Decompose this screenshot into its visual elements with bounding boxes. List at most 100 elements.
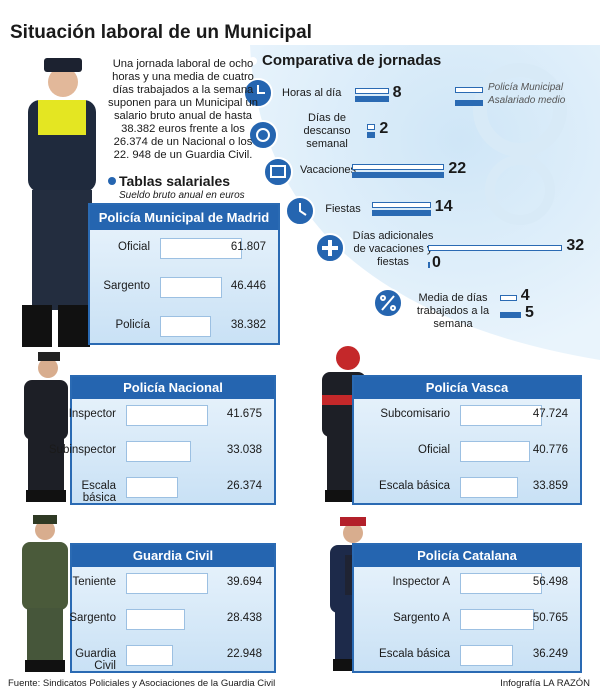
legend-swatch [455, 87, 483, 93]
comparison-bar [355, 88, 389, 94]
source: Fuente: Sindicatos Policiales y Asociaci… [8, 678, 276, 689]
salary-bar [160, 237, 242, 259]
salary-value: 22.948 [226, 648, 262, 660]
salary-value: 28.438 [226, 612, 262, 624]
salary-bar [460, 645, 513, 666]
rank-label: Teniente [72, 576, 116, 588]
comparison-bar [500, 312, 521, 318]
salary-value: 26.374 [226, 480, 262, 492]
bullet [249, 57, 257, 65]
salary-bar [126, 573, 208, 594]
salary-value: 38.382 [230, 318, 266, 331]
comparison-value: 2 [379, 120, 389, 137]
salary-bar [460, 405, 542, 426]
salary-value: 40.776 [532, 444, 568, 456]
salary-value: 50.765 [532, 612, 568, 624]
rank-label: Oficial [418, 444, 450, 456]
row-label: Días de descanso semanal [303, 112, 351, 150]
salary-value: 39.694 [226, 576, 262, 588]
figure-municipal [22, 58, 96, 347]
rank-label: Subinspector [48, 444, 116, 456]
salary-table: Policía Catalana Inspector A 56.498 Sargent… [352, 543, 582, 673]
rank-label: Escala básica [379, 480, 450, 492]
salary-table: Policía Municipal de Madrid Oficial 61.807… [88, 203, 280, 345]
gear-deco [473, 63, 567, 157]
comparison-value: 0 [432, 254, 441, 271]
comparison-value: 5 [525, 304, 534, 321]
comparison-value: 14 [434, 198, 453, 215]
salary-table: Policía Vasca Subcomisario 47.724 Oficial 40… [352, 375, 582, 505]
comparison-bar [367, 132, 376, 138]
rank-label: Sargento [103, 279, 150, 292]
rank-label: Inspector [68, 408, 116, 420]
salary-bar [460, 573, 542, 594]
salary-bar [160, 315, 211, 337]
salary-bar [126, 405, 208, 426]
salary-bar [460, 441, 531, 462]
rank-label: Policía [115, 318, 150, 331]
gear-deco [485, 155, 555, 225]
salary-bar [460, 477, 519, 498]
salaries-subtitle: Sueldo bruto anual en euros [119, 190, 245, 201]
rank-label: Subcomisario [380, 408, 450, 420]
row-label: Vacaciones [300, 164, 357, 176]
intro: Una jornada laboral de ocho horas y una … [108, 58, 258, 161]
salary-table: Guardia Civil Teniente 39.694 Sargento 28.43… [69, 543, 276, 673]
salaries-title: Tablas salariales [119, 173, 231, 189]
comparison-value: 4 [520, 287, 530, 304]
comparison-bar [352, 164, 445, 170]
comparison-bar [352, 172, 445, 178]
comparison-value: 8 [392, 84, 402, 101]
salary-bar [126, 609, 185, 630]
table-header: Policía Catalana [354, 545, 580, 567]
rank-label: Sargento A [393, 612, 450, 624]
salary-bar [460, 609, 534, 630]
row-label: Fiestas [325, 203, 361, 215]
salary-value: 33.038 [226, 444, 262, 456]
table-header: Guardia Civil [72, 545, 274, 567]
salary-value: 36.249 [532, 648, 568, 660]
icon-glyphs [256, 85, 396, 311]
title: Situación laboral de un Municipal [10, 22, 312, 43]
salary-bar [160, 276, 222, 298]
legend-label: Policía Municipal [488, 82, 564, 93]
bullet [108, 177, 116, 185]
rank-label: Guardia Civil [75, 648, 116, 672]
salary-value: 47.724 [532, 408, 568, 420]
comparison-title: Comparativa de jornadas [262, 52, 442, 69]
legend-swatch [455, 100, 483, 106]
table-header: Policía Vasca [354, 377, 580, 399]
comparison-bar [500, 295, 517, 301]
table-header: Policía Nacional [72, 377, 274, 399]
row-label: Días adicionales de vacaciones y fiestas [352, 230, 434, 268]
rank-label: Escala básica [379, 648, 450, 660]
comparison-bar [372, 202, 431, 208]
credit: Infografía LA RAZÓN [500, 678, 590, 689]
salary-bar [126, 477, 178, 498]
row-label: Horas al día [282, 87, 342, 99]
comparison-bar [428, 245, 563, 251]
comparison-bar [372, 210, 431, 216]
row-label: Media de días trabajados a la semana [416, 292, 490, 330]
legend-label: Asalariado medio [488, 95, 566, 106]
comparison-bar [428, 262, 430, 268]
rank-label: Sargento [69, 612, 116, 624]
comparison-bar [355, 96, 389, 102]
salary-value: 41.675 [226, 408, 262, 420]
rank-label: Oficial [118, 240, 150, 253]
salary-bar [126, 441, 191, 462]
comparison-value: 32 [566, 237, 585, 254]
comparison-value: 22 [448, 160, 467, 177]
comparison-bar [367, 124, 376, 130]
salary-bar [126, 645, 174, 666]
salary-value: 46.446 [230, 279, 266, 292]
salary-table: Policía Nacional Inspector 41.675 Subinspec… [49, 375, 276, 505]
table-header: Policía Municipal de Madrid [90, 205, 278, 230]
figure-guardia-civil [22, 515, 68, 672]
rank-label: Inspector A [392, 576, 450, 588]
salary-value: 33.859 [532, 480, 568, 492]
salary-value: 56.498 [532, 576, 568, 588]
salary-value: 61.807 [230, 240, 266, 253]
rank-label: Escala básica [81, 480, 116, 504]
